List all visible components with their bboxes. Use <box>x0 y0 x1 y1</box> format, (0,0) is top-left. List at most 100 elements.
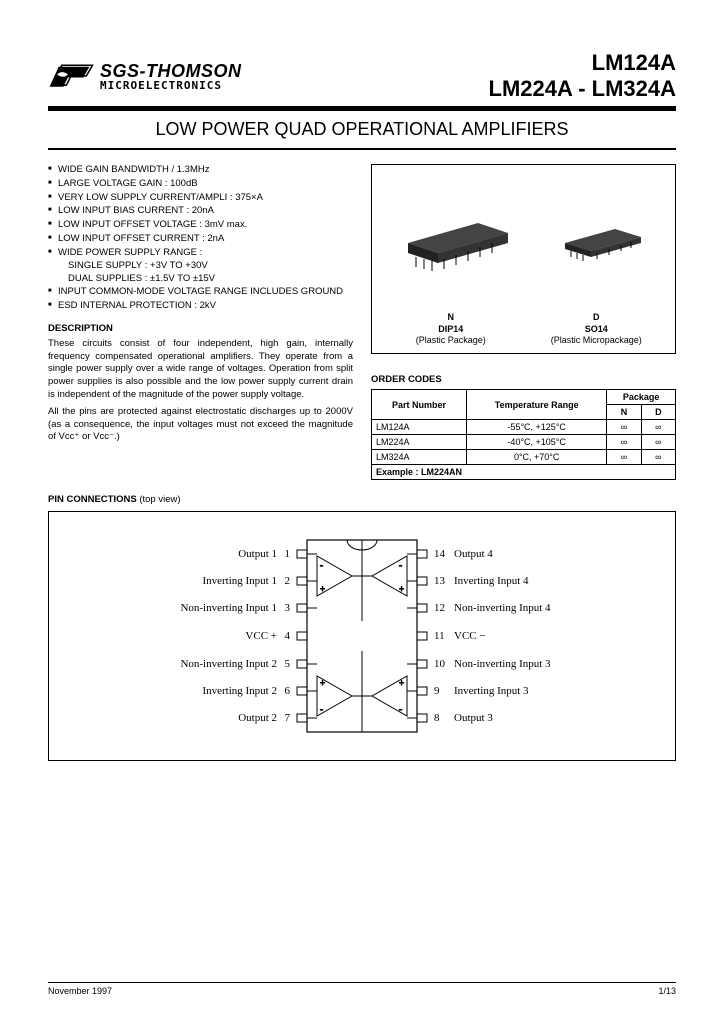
th-pkg: Package <box>607 390 676 405</box>
feature-item: LARGE VOLTAGE GAIN : 100dB <box>48 178 353 191</box>
cell: LM124A <box>372 420 467 435</box>
package-images-box: N DIP14 (Plastic Package) D SO14 (Plasti… <box>371 164 676 354</box>
pinconn-sub: (top view) <box>139 494 180 505</box>
features-list: WIDE GAIN BANDWIDTH / 1.3MHz LARGE VOLTA… <box>48 164 353 313</box>
pkg-code: D <box>593 312 600 322</box>
part-numbers: LM124A LM224A - LM324A <box>489 50 676 102</box>
svg-text:13: 13 <box>434 575 446 587</box>
svg-text:Output 3: Output 3 <box>454 712 493 724</box>
example-label: Example : LM224AN <box>376 467 462 477</box>
left-column: WIDE GAIN BANDWIDTH / 1.3MHz LARGE VOLTA… <box>48 164 353 480</box>
svg-text:Output 2: Output 2 <box>238 712 277 724</box>
svg-text:Non-inverting Input 4: Non-inverting Input 4 <box>454 602 551 614</box>
svg-text:Inverting Input 3: Inverting Input 3 <box>454 685 529 697</box>
header: SGS-THOMSON MICROELECTRONICS LM124A LM22… <box>48 50 676 102</box>
svg-text:Non-inverting Input 1: Non-inverting Input 1 <box>180 602 277 614</box>
svg-text:Inverting Input 4: Inverting Input 4 <box>454 575 529 587</box>
pkg-code: N <box>448 312 455 322</box>
th-n: N <box>607 405 641 420</box>
svg-text:6: 6 <box>285 685 291 697</box>
pin-connections-heading: PIN CONNECTIONS (top view) <box>48 494 676 505</box>
th-d: D <box>641 405 675 420</box>
cell: ∞ <box>641 450 675 465</box>
svg-text:10: 10 <box>434 658 446 670</box>
st-logo-icon <box>48 59 94 93</box>
svg-text:-: - <box>399 560 402 570</box>
supply-dual: DUAL SUPPLIES : ±1.5V TO ±15V <box>58 273 353 286</box>
pkg-d-label: D SO14 (Plastic Micropackage) <box>524 312 670 347</box>
svg-text:Inverting Input 1: Inverting Input 1 <box>202 575 277 587</box>
svg-text:-: - <box>399 704 402 714</box>
svg-text:VCC −: VCC − <box>454 630 486 642</box>
cell: ∞ <box>641 435 675 450</box>
rule-top <box>48 106 676 111</box>
pkg-name: DIP14 <box>438 324 463 334</box>
cell: ∞ <box>607 420 641 435</box>
page-title: LOW POWER QUAD OPERATIONAL AMPLIFIERS <box>48 119 676 140</box>
cell: -55°C, +125°C <box>467 420 607 435</box>
cell: 0°C, +70°C <box>467 450 607 465</box>
order-codes-title: ORDER CODES <box>371 374 676 385</box>
svg-text:14: 14 <box>434 548 446 560</box>
table-row: Example : LM224AN <box>372 465 676 480</box>
cell: LM224A <box>372 435 467 450</box>
pinout-svg: -+ -+ +- +- 1Output 12Inverting Input 13… <box>92 526 632 746</box>
so14-icon <box>559 213 649 273</box>
order-codes: ORDER CODES Part Number Temperature Rang… <box>371 374 676 480</box>
table-row: LM324A 0°C, +70°C ∞ ∞ <box>372 450 676 465</box>
svg-text:Output 4: Output 4 <box>454 548 493 560</box>
order-codes-table: Part Number Temperature Range Package N … <box>371 389 676 480</box>
svg-text:+: + <box>320 584 325 594</box>
cell: ∞ <box>607 435 641 450</box>
desc-p2: All the pins are protected against elect… <box>48 406 353 444</box>
svg-text:+: + <box>399 584 404 594</box>
logo-sub: MICROELECTRONICS <box>100 80 242 91</box>
feature-label: WIDE POWER SUPPLY RANGE : <box>58 247 202 258</box>
svg-text:12: 12 <box>434 602 445 614</box>
pinconn-title: PIN CONNECTIONS <box>48 494 137 505</box>
feature-item: LOW INPUT OFFSET VOLTAGE : 3mV max. <box>48 219 353 232</box>
feature-item: LOW INPUT OFFSET CURRENT : 2nA <box>48 233 353 246</box>
company-logo: SGS-THOMSON MICROELECTRONICS <box>48 59 242 93</box>
feature-item: INPUT COMMON-MODE VOLTAGE RANGE INCLUDES… <box>48 286 353 299</box>
svg-text:Non-inverting Input 3: Non-inverting Input 3 <box>454 658 551 670</box>
svg-text:2: 2 <box>285 575 291 587</box>
svg-text:8: 8 <box>434 712 440 724</box>
svg-text:Output 1: Output 1 <box>238 548 277 560</box>
svg-text:VCC +: VCC + <box>245 630 277 642</box>
cell: ∞ <box>607 450 641 465</box>
svg-text:Non-inverting Input 2: Non-inverting Input 2 <box>180 658 277 670</box>
feature-item: VERY LOW SUPPLY CURRENT/AMPLI : 375×A <box>48 192 353 205</box>
right-column: N DIP14 (Plastic Package) D SO14 (Plasti… <box>371 164 676 480</box>
cell: LM324A <box>372 450 467 465</box>
svg-text:+: + <box>399 678 404 688</box>
svg-text:4: 4 <box>285 630 291 642</box>
desc-p1: These circuits consist of four independe… <box>48 338 353 402</box>
pkg-n-label: N DIP14 (Plastic Package) <box>378 312 524 347</box>
svg-text:11: 11 <box>434 630 445 642</box>
partnum-line2: LM224A - LM324A <box>489 76 676 102</box>
pkg-name: SO14 <box>585 324 608 334</box>
footer: November 1997 1/13 <box>48 982 676 996</box>
pin-connections-diagram: -+ -+ +- +- 1Output 12Inverting Input 13… <box>48 511 676 761</box>
svg-text:9: 9 <box>434 685 440 697</box>
feature-item: WIDE POWER SUPPLY RANGE : SINGLE SUPPLY … <box>48 247 353 285</box>
partnum-line1: LM124A <box>489 50 676 76</box>
supply-single: SINGLE SUPPLY : +3V TO +30V <box>58 260 353 273</box>
footer-page: 1/13 <box>658 986 676 996</box>
svg-text:5: 5 <box>285 658 291 670</box>
footer-date: November 1997 <box>48 986 112 996</box>
svg-text:7: 7 <box>285 712 291 724</box>
cell: ∞ <box>641 420 675 435</box>
description-heading: DESCRIPTION <box>48 323 353 336</box>
pkg-note: (Plastic Package) <box>416 335 486 345</box>
table-row: LM124A -55°C, +125°C ∞ ∞ <box>372 420 676 435</box>
logo-company: SGS-THOMSON <box>100 62 242 80</box>
th-temp: Temperature Range <box>467 390 607 420</box>
svg-text:Inverting Input 2: Inverting Input 2 <box>202 685 277 697</box>
description-text: These circuits consist of four independe… <box>48 338 353 445</box>
feature-item: ESD INTERNAL PROTECTION : 2kV <box>48 300 353 313</box>
pkg-note: (Plastic Micropackage) <box>551 335 642 345</box>
svg-text:+: + <box>320 678 325 688</box>
dip14-icon <box>398 203 518 283</box>
